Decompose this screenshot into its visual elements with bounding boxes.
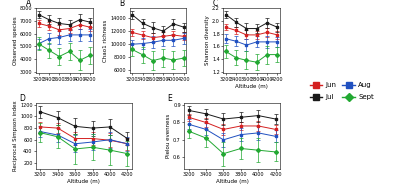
X-axis label: Altitude (m): Altitude (m) (235, 84, 268, 89)
X-axis label: Altitude (m): Altitude (m) (68, 179, 100, 184)
Y-axis label: Chao1 richness: Chao1 richness (104, 19, 108, 62)
Text: C: C (213, 0, 218, 8)
Y-axis label: Observed species: Observed species (13, 16, 18, 65)
X-axis label: Altitude (m): Altitude (m) (216, 179, 248, 184)
Y-axis label: Shannon diversity: Shannon diversity (205, 16, 210, 66)
Legend: Jun, Jul, Aug, Sept: Jun, Jul, Aug, Sept (310, 82, 374, 100)
Text: A: A (26, 0, 31, 8)
Text: D: D (19, 94, 25, 103)
Text: E: E (167, 94, 172, 103)
Y-axis label: Reciprocal Simpson index: Reciprocal Simpson index (13, 101, 18, 171)
Y-axis label: Pielou evenness: Pielou evenness (166, 114, 171, 158)
Text: B: B (120, 0, 124, 8)
